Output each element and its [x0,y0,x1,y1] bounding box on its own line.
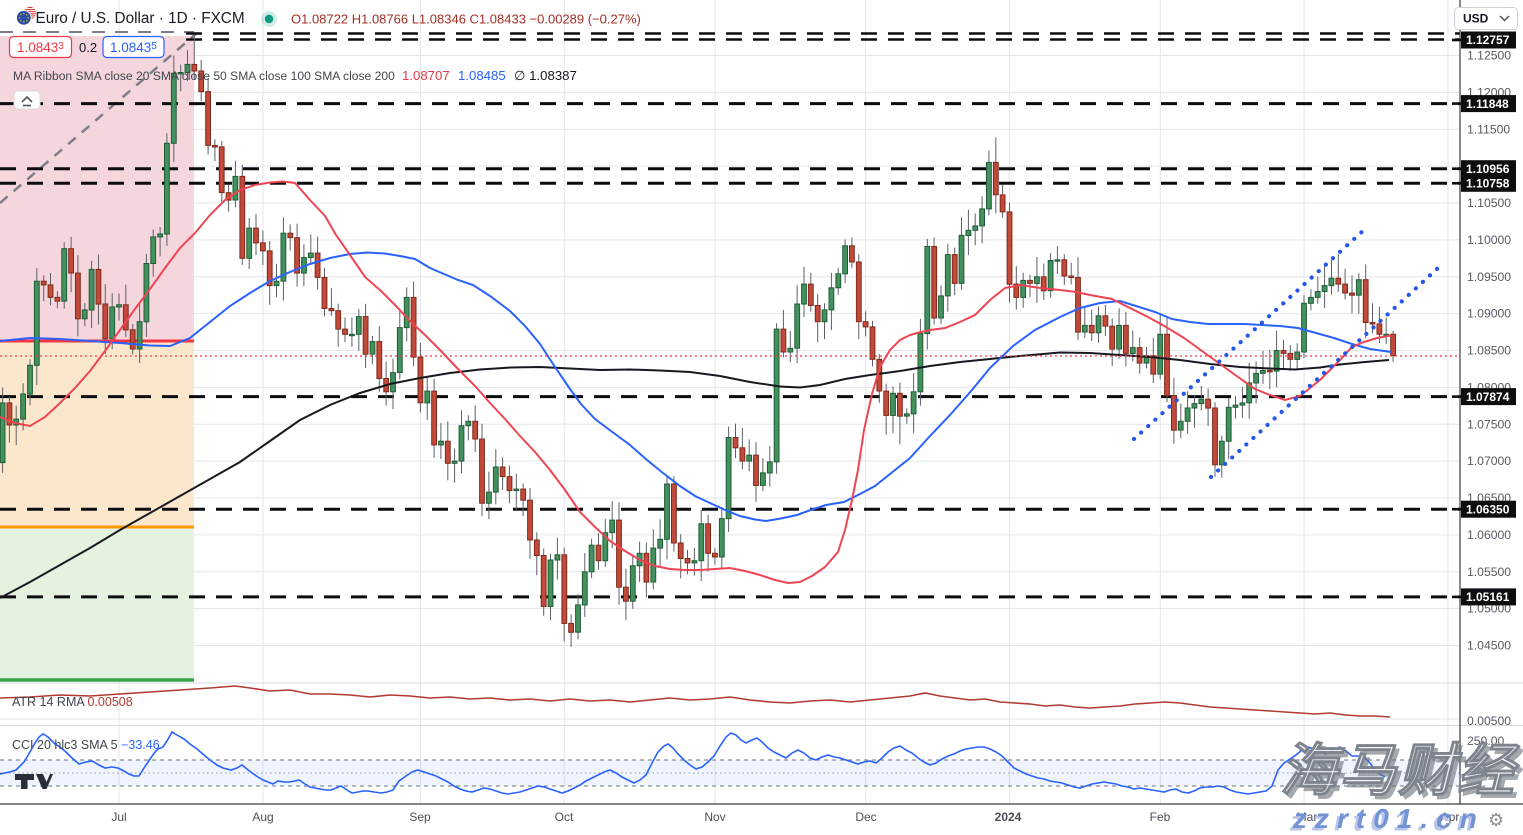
svg-text:0.2: 0.2 [79,40,97,55]
svg-text:1.08500: 1.08500 [1467,344,1511,358]
svg-text:1.08485: 1.08485 [458,68,506,83]
svg-text:Jul: Jul [111,810,126,824]
svg-text:USD: USD [1463,12,1489,26]
svg-text:0.00: 0.00 [1467,766,1491,780]
svg-text:Mar: Mar [1297,810,1318,824]
svg-text:1.10000: 1.10000 [1467,233,1511,247]
svg-text:海马财经: 海马财经 [1284,743,1523,807]
svg-text:海马财经: 海马财经 [1280,739,1521,803]
svg-text:Nov: Nov [704,810,725,824]
svg-text:1.08433: 1.08433 [17,40,64,55]
svg-text:2024: 2024 [995,810,1022,824]
svg-text:1.10500: 1.10500 [1467,196,1511,210]
svg-text:1.12500: 1.12500 [1467,49,1511,63]
svg-text:1.08435: 1.08435 [110,40,157,55]
svg-text:1.06350: 1.06350 [1466,502,1510,516]
svg-text:1.07500: 1.07500 [1467,417,1511,431]
svg-text:1.04500: 1.04500 [1467,639,1511,653]
svg-text:Oct: Oct [555,810,574,824]
svg-text:1.11500: 1.11500 [1467,122,1510,136]
svg-text:1.12757: 1.12757 [1466,33,1510,47]
svg-text:Dec: Dec [855,810,876,824]
svg-text:Sep: Sep [409,810,431,824]
svg-text:1.11848: 1.11848 [1466,97,1509,111]
svg-text:O1.08722 H1.08766 L1.08346 C1.: O1.08722 H1.08766 L1.08346 C1.08433 −0.0… [291,12,641,27]
svg-text:∅ 1.08387: ∅ 1.08387 [514,68,577,83]
svg-text:Feb: Feb [1150,810,1171,824]
svg-text:Euro / U.S. Dollar · 1D · FXCM: Euro / U.S. Dollar · 1D · FXCM [36,10,245,27]
svg-text:MA Ribbon SMA close 20 SMA clo: MA Ribbon SMA close 20 SMA close 50 SMA … [13,69,395,83]
svg-text:⚙: ⚙ [1488,810,1504,830]
svg-text:1.09500: 1.09500 [1467,270,1511,284]
svg-text:1.05161: 1.05161 [1466,590,1510,604]
svg-text:1.07874: 1.07874 [1466,390,1510,404]
svg-text:1.07000: 1.07000 [1467,454,1511,468]
svg-text:1.10758: 1.10758 [1466,177,1510,191]
svg-text:Apr: Apr [1441,810,1460,824]
svg-text:1.06000: 1.06000 [1467,528,1511,542]
svg-text:250.00: 250.00 [1467,734,1504,748]
svg-text:1.10956: 1.10956 [1466,162,1510,176]
svg-text:CCI 20 hlc3 SMA 5 −33.46: CCI 20 hlc3 SMA 5 −33.46 [12,738,160,752]
svg-text:0.00500: 0.00500 [1467,714,1511,728]
svg-text:zzrt01.cn: zzrt01.cn [1292,803,1485,834]
svg-text:ATR 14 RMA 0.00508: ATR 14 RMA 0.00508 [12,695,133,709]
svg-text:zzrt01.cn: zzrt01.cn [1289,806,1482,835]
svg-text:1.05500: 1.05500 [1467,565,1511,579]
svg-text:Aug: Aug [252,810,273,824]
svg-text:1.09000: 1.09000 [1467,307,1511,321]
svg-text:1.08707: 1.08707 [402,68,450,83]
